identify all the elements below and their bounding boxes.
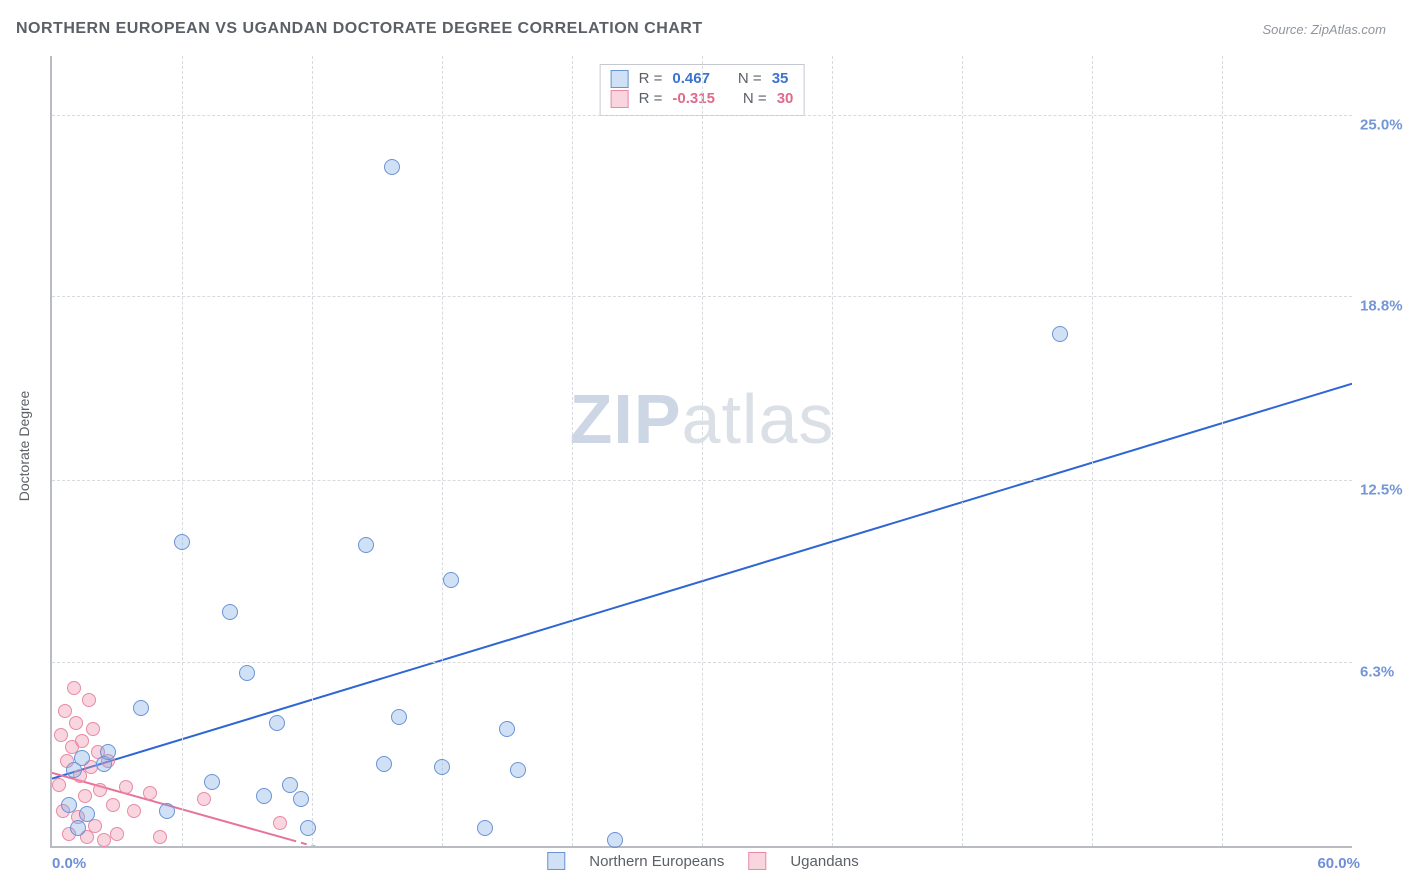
n-value: 30 [777,89,794,109]
data-point [93,783,107,797]
y-tick-label: 12.5% [1360,482,1406,499]
data-point [143,786,157,800]
r-value: 0.467 [672,69,710,89]
data-point [82,693,96,707]
data-point [78,789,92,803]
y-axis-label: Doctorate Degree [16,391,32,502]
r-label: R = [639,69,663,89]
data-point [52,778,66,792]
data-point [434,759,450,775]
data-point [499,721,515,737]
data-point [204,774,220,790]
series-legend: Northern Europeans Ugandans [547,852,858,870]
data-point [86,722,100,736]
data-point [273,816,287,830]
n-value: 35 [772,69,789,89]
data-point [69,716,83,730]
data-point [1052,326,1068,342]
data-point [222,604,238,620]
n-label: N = [738,69,762,89]
series-label-blue: Northern Europeans [589,853,724,870]
source-prefix: Source: [1262,22,1310,37]
swatch-icon [611,90,629,108]
swatch-icon [748,852,766,870]
y-tick-label: 25.0% [1360,116,1406,133]
chart-title: NORTHERN EUROPEAN VS UGANDAN DOCTORATE D… [16,20,703,38]
data-point [67,681,81,695]
swatch-icon [547,852,565,870]
data-point [54,728,68,742]
series-label-pink: Ugandans [790,853,858,870]
data-point [174,534,190,550]
data-point [159,803,175,819]
data-point [75,734,89,748]
scatter-plot: ZIPatlas R = 0.467 N = 35 R = -0.315 N =… [50,56,1352,848]
n-label: N = [743,89,767,109]
source-attribution: Source: ZipAtlas.com [1262,22,1386,37]
r-value: -0.315 [672,89,715,109]
x-tick-label: 60.0% [1317,855,1360,872]
y-tick-label: 18.8% [1360,297,1406,314]
data-point [510,762,526,778]
data-point [197,792,211,806]
data-point [282,777,298,793]
data-point [358,537,374,553]
data-point [106,798,120,812]
data-point [391,709,407,725]
data-point [300,820,316,836]
x-tick-label: 0.0% [52,855,86,872]
y-tick-label: 6.3% [1360,663,1406,680]
swatch-icon [611,70,629,88]
source-link[interactable]: ZipAtlas.com [1311,22,1386,37]
data-point [79,806,95,822]
data-point [376,756,392,772]
data-point [443,572,459,588]
r-label: R = [639,89,663,109]
